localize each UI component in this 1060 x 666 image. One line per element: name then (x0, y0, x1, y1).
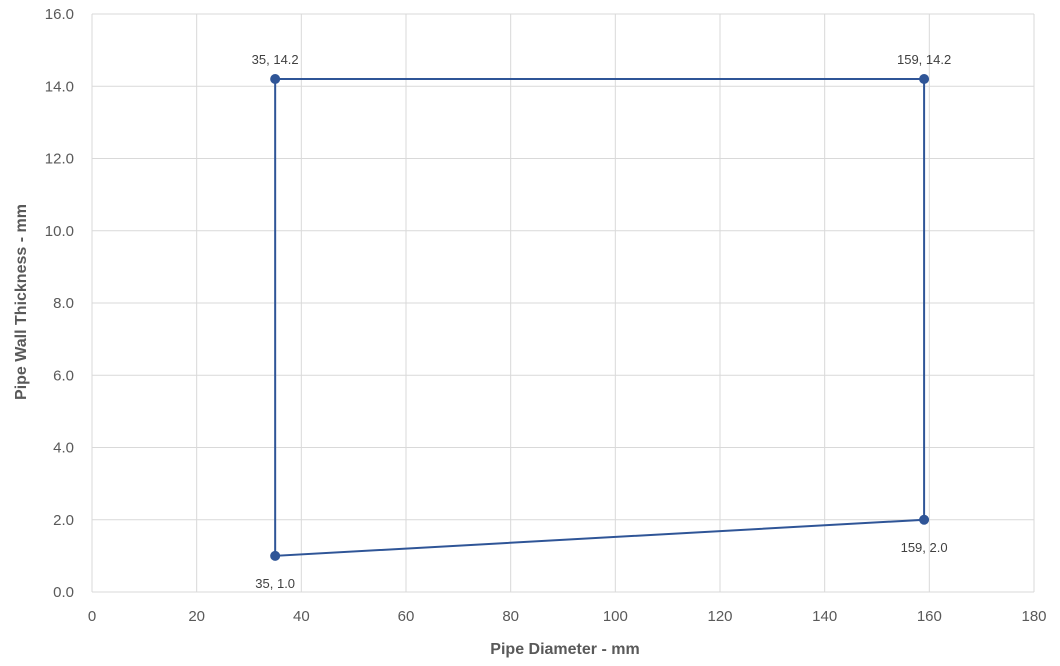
data-point-label: 159, 14.2 (897, 52, 951, 67)
x-axis-title: Pipe Diameter - mm (490, 641, 639, 658)
data-label-layer: 35, 14.2 159, 14.2 159, 2.0 35, 1.0 (252, 52, 952, 591)
x-tick-label: 60 (398, 608, 415, 625)
y-tick-label: 14.0 (45, 78, 74, 95)
series-line (274, 78, 926, 557)
grid-layer (91, 13, 1035, 593)
x-tick-label: 20 (188, 608, 205, 625)
x-tick-label: 160 (917, 608, 942, 625)
data-point (270, 74, 281, 85)
x-tick-label: 0 (88, 608, 96, 625)
data-point (919, 514, 930, 525)
y-tick-label: 6.0 (53, 367, 74, 384)
x-tick-label: 40 (293, 608, 310, 625)
tick-label-layer: 0 20 40 60 80 100 120 140 160 180 0.0 2.0 4.0 6.0 8.0 1… (45, 6, 1047, 625)
x-tick-label: 120 (707, 608, 732, 625)
data-point (270, 550, 281, 561)
x-tick-label: 140 (812, 608, 837, 625)
y-tick-label: 4.0 (53, 440, 74, 457)
point-layer (270, 74, 930, 561)
x-tick-label: 80 (502, 608, 519, 625)
data-point-label: 35, 1.0 (255, 576, 295, 591)
data-point (919, 74, 930, 85)
data-point-label: 159, 2.0 (901, 540, 948, 555)
y-tick-label: 16.0 (45, 6, 74, 23)
y-tick-label: 2.0 (53, 512, 74, 529)
y-axis-title: Pipe Wall Thickness - mm (13, 204, 30, 400)
y-tick-label: 12.0 (45, 151, 74, 168)
y-tick-label: 10.0 (45, 223, 74, 240)
data-point-label: 35, 14.2 (252, 52, 299, 67)
y-tick-label: 8.0 (53, 295, 74, 312)
series-layer (274, 78, 926, 557)
x-tick-label: 100 (603, 608, 628, 625)
y-tick-label: 0.0 (53, 584, 74, 601)
x-tick-label: 180 (1021, 608, 1046, 625)
